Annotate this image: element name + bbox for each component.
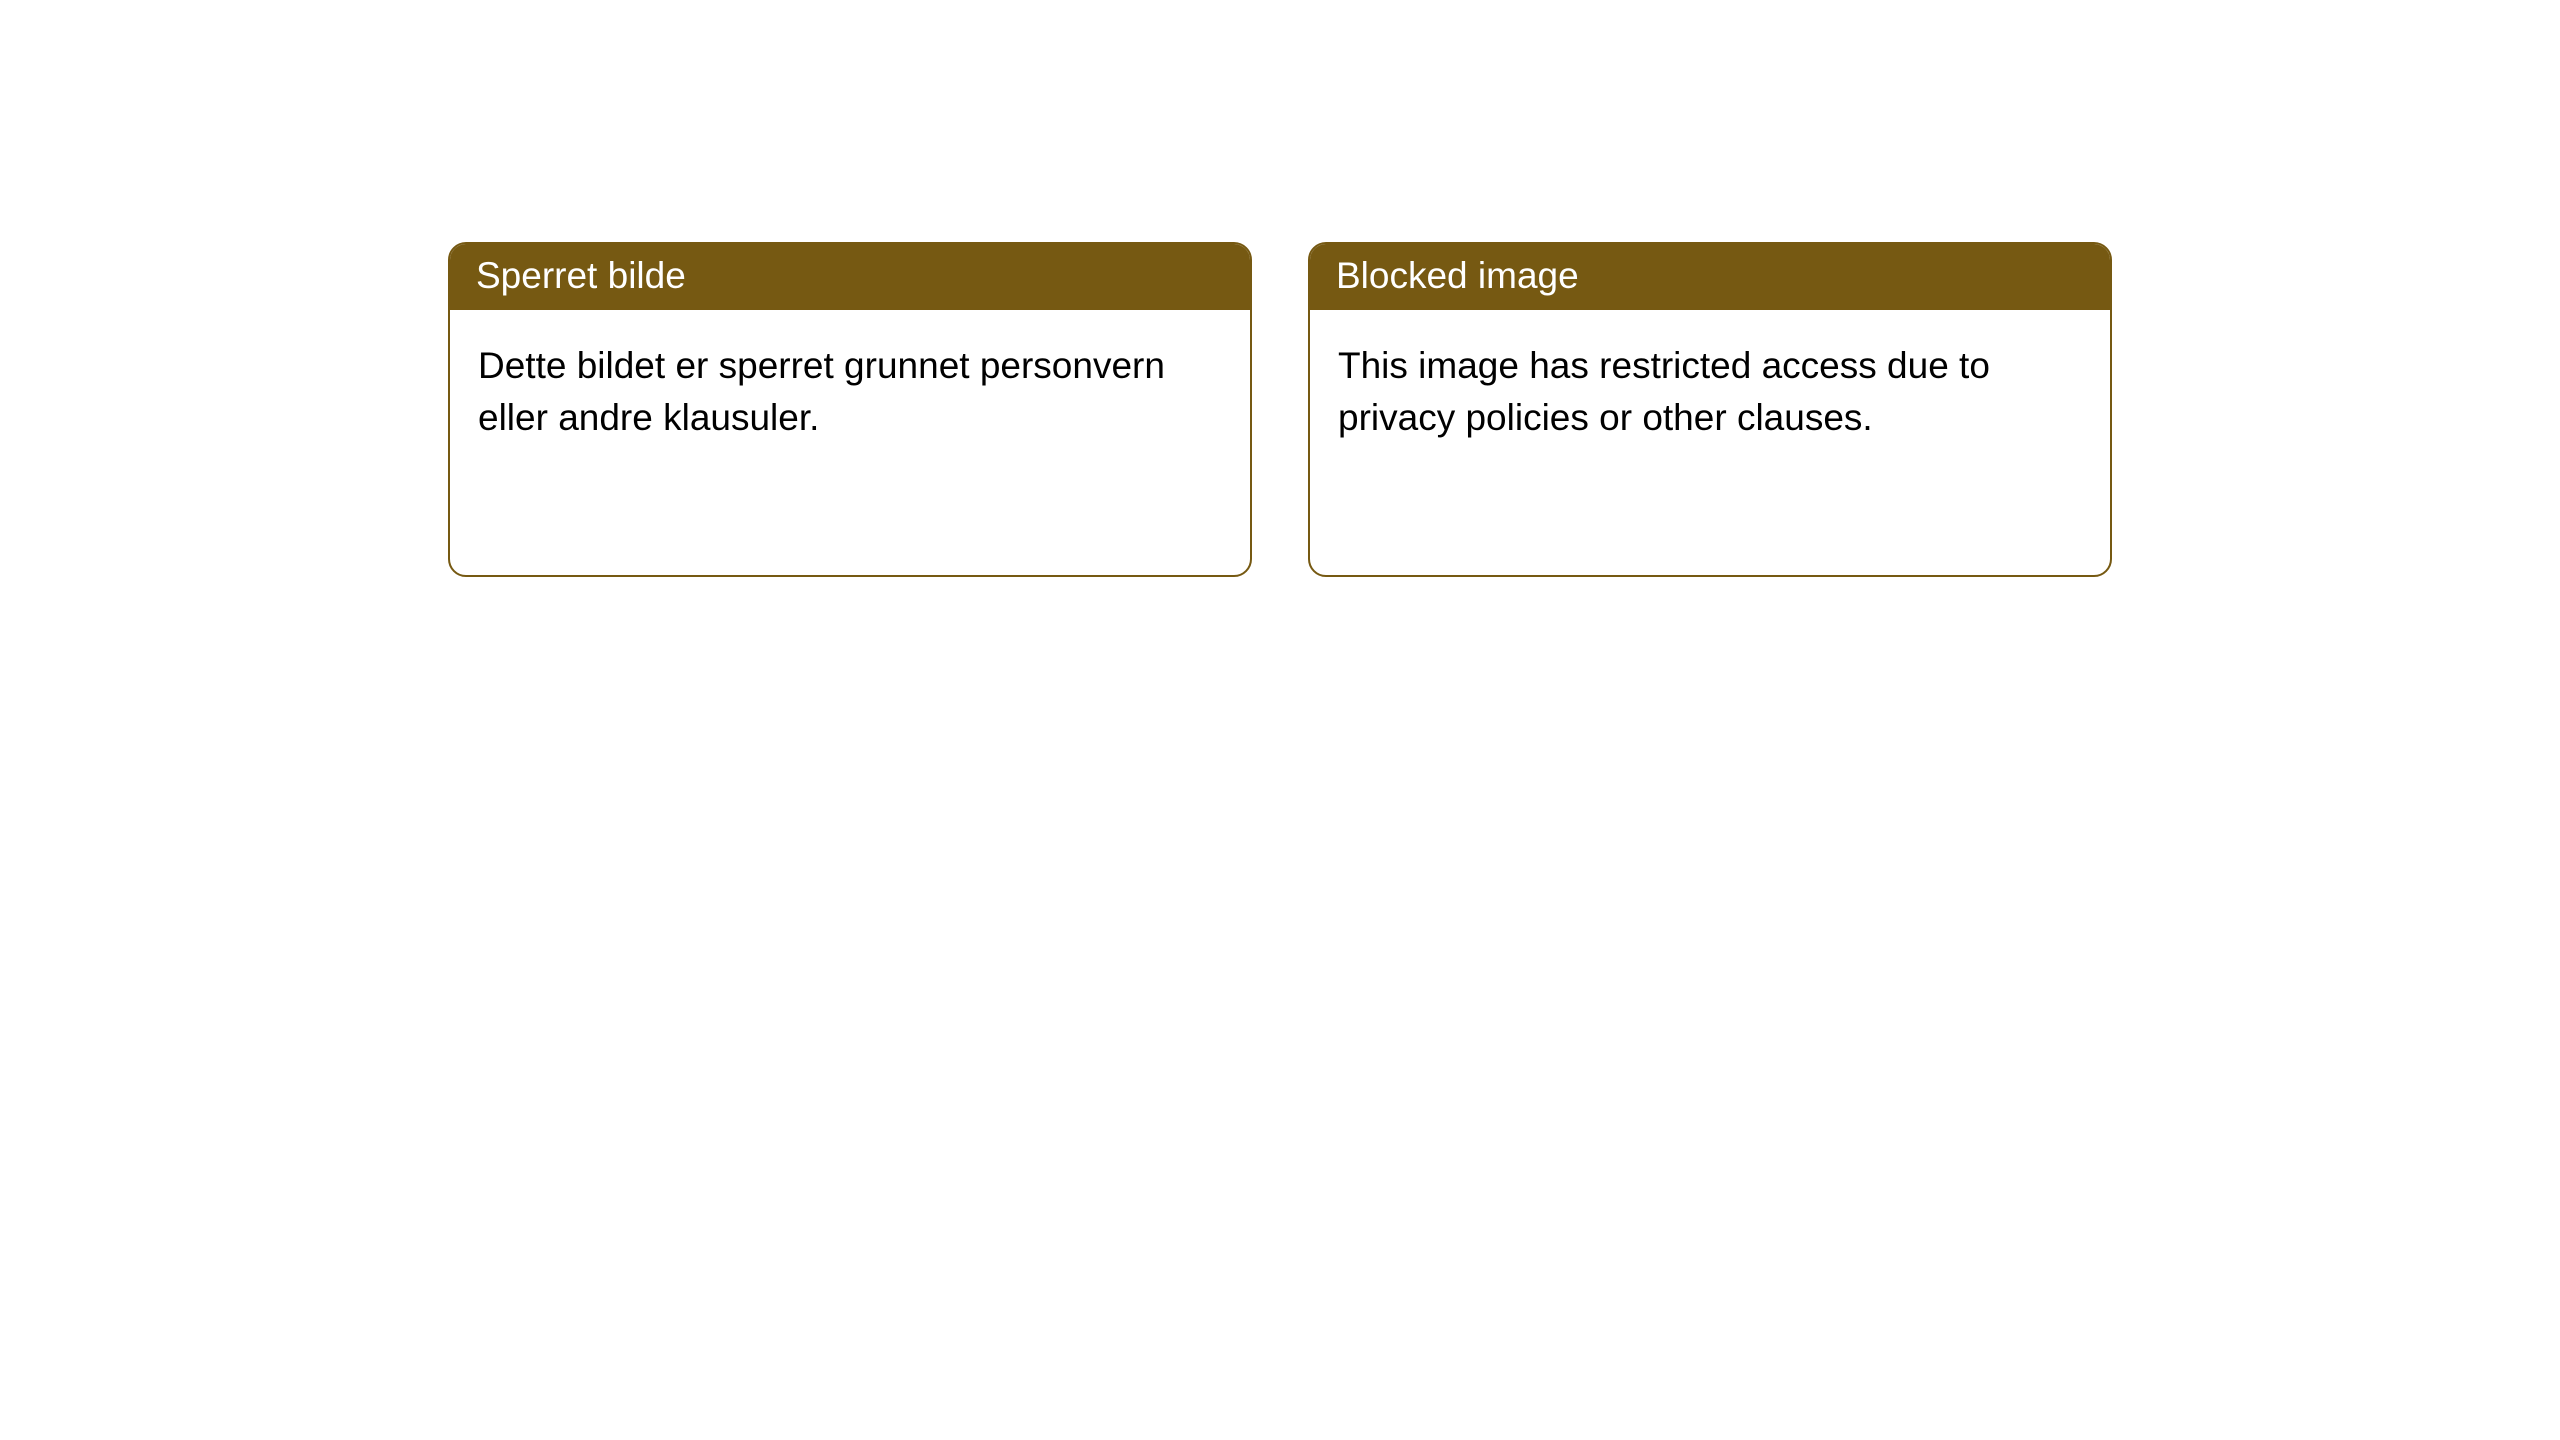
notice-title-norwegian: Sperret bilde [450, 244, 1250, 310]
notice-container: Sperret bilde Dette bildet er sperret gr… [448, 242, 2112, 577]
notice-body-norwegian: Dette bildet er sperret grunnet personve… [450, 310, 1250, 474]
notice-card-english: Blocked image This image has restricted … [1308, 242, 2112, 577]
notice-title-english: Blocked image [1310, 244, 2110, 310]
notice-card-norwegian: Sperret bilde Dette bildet er sperret gr… [448, 242, 1252, 577]
notice-body-english: This image has restricted access due to … [1310, 310, 2110, 474]
